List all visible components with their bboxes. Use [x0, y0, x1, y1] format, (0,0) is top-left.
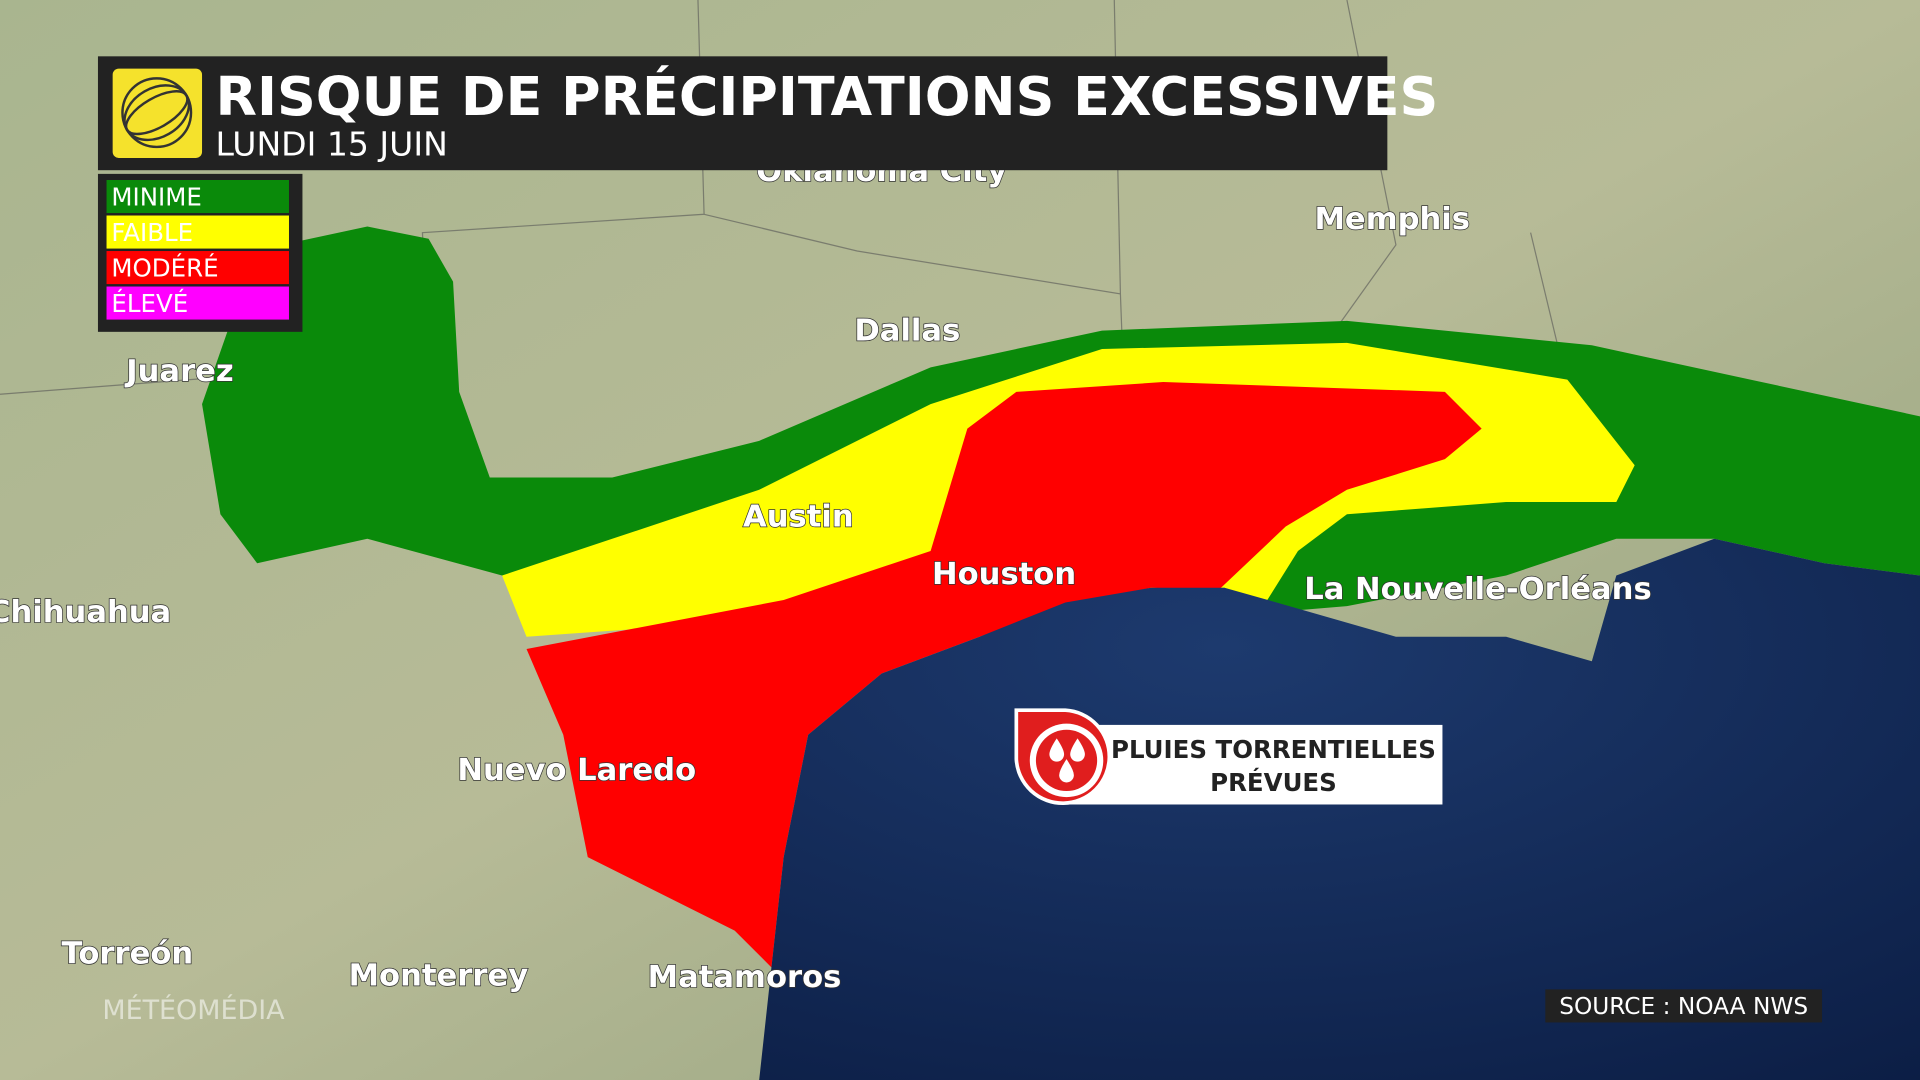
title: RISQUE DE PRÉCIPITATIONS EXCESSIVES: [216, 65, 1439, 128]
callout: PLUIES TORRENTIELLES PRÉVUES: [1014, 708, 1443, 805]
legend-swatch: [106, 251, 289, 285]
city-label: Houston: [932, 557, 1076, 592]
callout-text: PLUIES TORRENTIELLES: [1111, 735, 1436, 764]
city-label: Dallas: [854, 313, 960, 348]
callout-box: [1065, 724, 1443, 805]
legend-label: ÉLEVÉ: [111, 289, 188, 318]
legend-items: MINIME FAIBLE MODÉRÉ ÉLEVÉ: [106, 180, 289, 320]
subtitle: LUNDI 15 JUIN: [216, 125, 448, 164]
city-label: Torreón: [62, 937, 194, 972]
city-label: Memphis: [1314, 202, 1470, 237]
rain-drops: [1049, 738, 1085, 783]
watermark: MÉTÉOMÉDIA: [102, 994, 285, 1026]
source-box: [1545, 989, 1823, 1023]
city-label: Austin: [743, 500, 854, 535]
legend-swatch: [106, 215, 289, 249]
logo-globe: [121, 77, 193, 149]
source: SOURCE : NOAA NWS: [1559, 993, 1808, 1020]
legend-label: MODÉRÉ: [111, 254, 218, 283]
callout-text: PRÉVUES: [1210, 768, 1337, 797]
city-label: Matamoros: [648, 960, 842, 995]
city-label: La Nouvelle-Orléans: [1304, 572, 1651, 607]
legend-swatch: [106, 180, 289, 214]
legend-label: MINIME: [111, 183, 201, 212]
legend-swatch: [106, 286, 289, 320]
city-label: Juarez: [124, 354, 234, 389]
risk-zone-modere: [526, 382, 1482, 968]
ocean: [759, 538, 1920, 1080]
city-label: Nuevo Laredo: [457, 753, 696, 788]
legend-label: FAIBLE: [111, 218, 193, 247]
header-bar: [97, 56, 1388, 171]
city-label: Chihuahua: [0, 595, 171, 630]
city-label: Monterrey: [349, 959, 529, 994]
